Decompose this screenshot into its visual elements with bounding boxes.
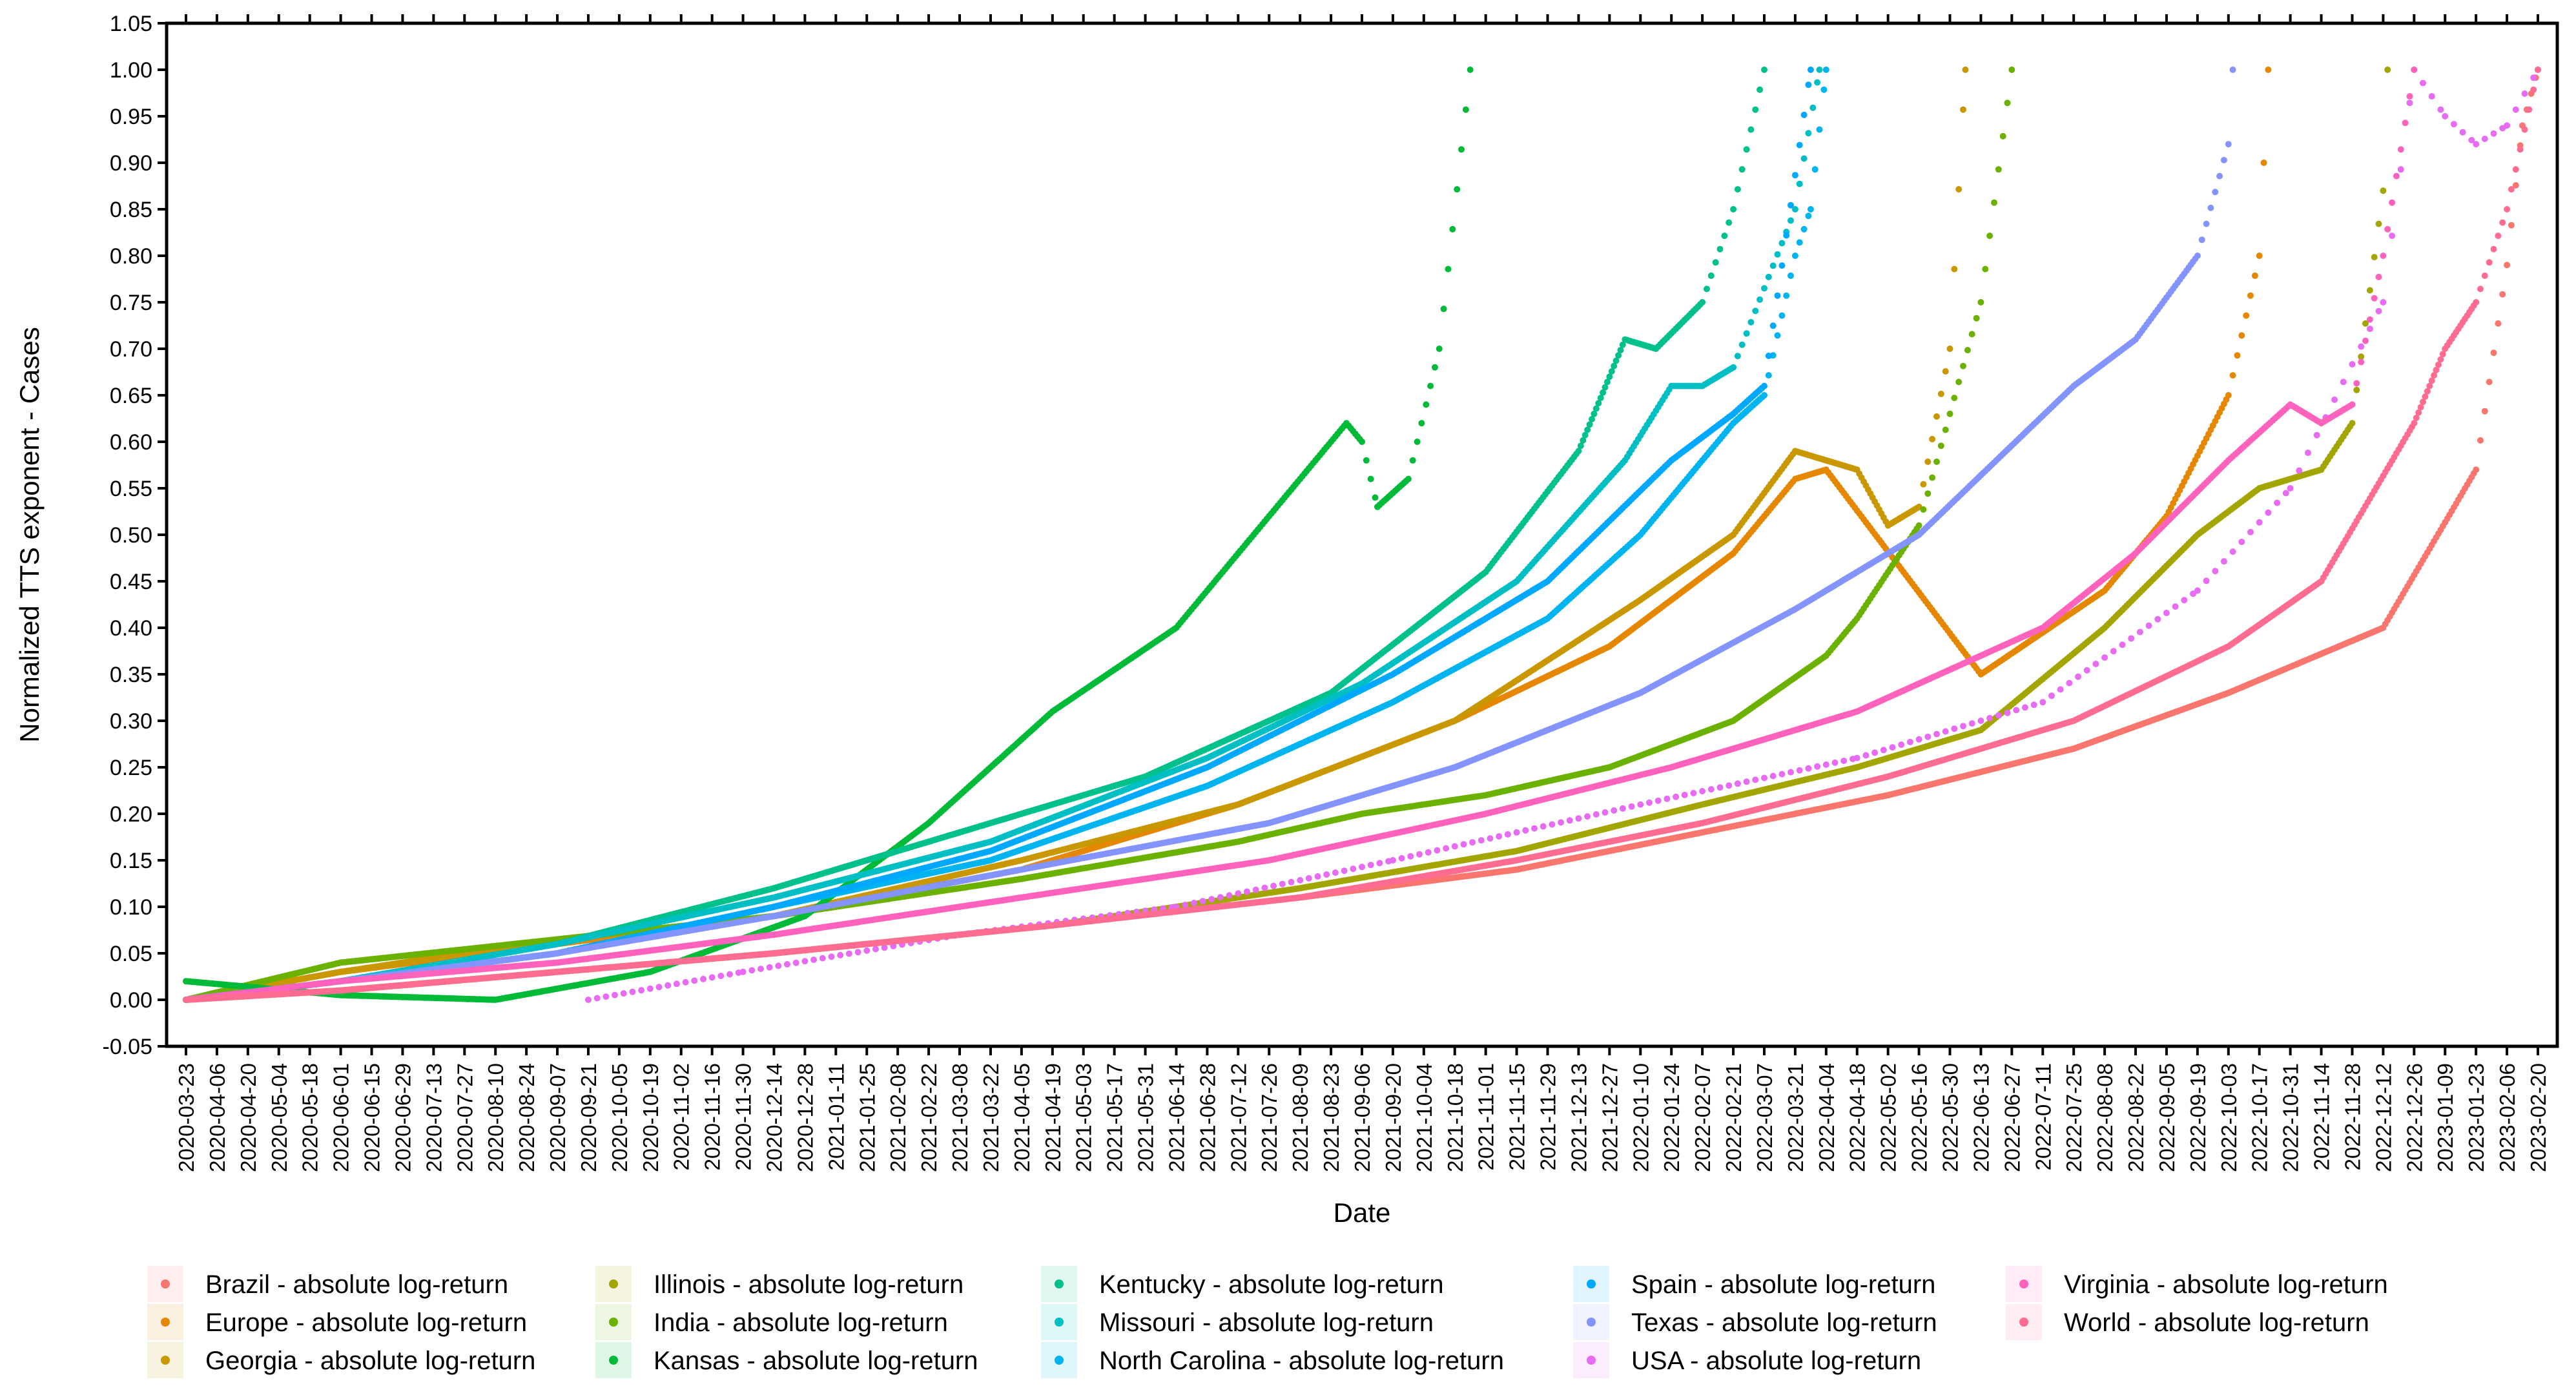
data-point <box>1946 346 1953 352</box>
data-point <box>2349 420 2356 427</box>
data-point <box>1951 265 1958 273</box>
data-point <box>2508 222 2515 229</box>
data-point <box>1933 458 1940 465</box>
data-point <box>1955 378 1963 386</box>
data-point <box>1962 67 1969 73</box>
data-point <box>2481 408 2488 415</box>
data-point <box>1977 299 1984 305</box>
data-point <box>1964 347 1971 354</box>
data-point <box>1946 410 1953 417</box>
plot-marks <box>183 67 2541 1003</box>
data-point <box>1960 106 1966 113</box>
data-point <box>1968 331 1975 338</box>
data-point <box>1951 395 1958 402</box>
data-point <box>2238 332 2245 339</box>
data-point <box>1937 390 1944 397</box>
data-point <box>1915 522 1922 529</box>
data-point <box>2265 67 2272 73</box>
data-point <box>2260 160 2267 166</box>
data-point <box>1986 233 1994 240</box>
data-point <box>2229 372 2236 379</box>
data-point <box>1999 132 2006 140</box>
data-point <box>2225 392 2232 398</box>
data-point <box>1995 166 2002 173</box>
data-point <box>1955 186 1963 193</box>
data-point <box>2366 287 2373 294</box>
data-point <box>1937 442 1944 450</box>
data-point <box>2486 378 2493 386</box>
data-point <box>1933 413 1940 420</box>
data-point <box>2371 254 2378 261</box>
data-point <box>1942 426 1949 433</box>
data-point <box>2251 272 2258 279</box>
data-point <box>2234 352 2241 359</box>
data-point <box>2008 67 2015 73</box>
data-point <box>2504 262 2511 269</box>
data-point <box>2477 437 2484 444</box>
data-point <box>2353 386 2360 393</box>
data-point <box>2473 466 2480 473</box>
data-point <box>2490 349 2497 357</box>
data-point <box>2256 253 2263 259</box>
data-point <box>2380 187 2387 194</box>
data-point <box>2243 312 2250 319</box>
data-point <box>1973 315 1980 322</box>
data-point <box>2499 291 2506 298</box>
data-point <box>2495 320 2502 327</box>
data-point <box>2247 292 2254 299</box>
data-point <box>1942 368 1949 375</box>
data-point <box>1929 435 1936 442</box>
data-point <box>2375 220 2382 227</box>
data-point <box>1920 506 1927 513</box>
data-point <box>1929 474 1936 481</box>
data-point <box>1991 199 1997 206</box>
data-point <box>1982 265 1989 273</box>
data-point <box>2384 67 2391 73</box>
data-point <box>2004 99 2011 107</box>
data-point <box>1920 481 1927 488</box>
data-point <box>1924 458 1932 465</box>
data-point <box>1960 362 1966 369</box>
data-point <box>1924 490 1932 497</box>
data-point <box>2512 182 2519 189</box>
